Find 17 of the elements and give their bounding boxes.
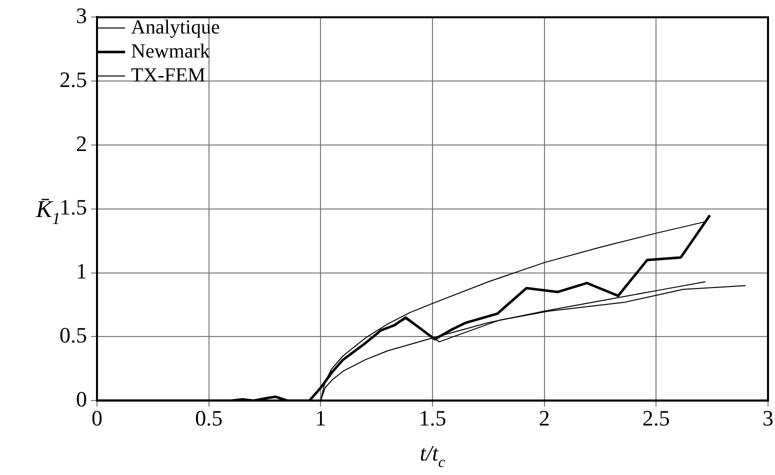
y-tick-label: 2 <box>76 130 87 156</box>
y-tick-label: 2.5 <box>60 66 87 92</box>
x-tick-label: 1.5 <box>418 406 446 431</box>
y-tick-label: 0 <box>76 386 87 412</box>
legend-label: Newmark <box>131 40 210 62</box>
x-tick-label: 0.5 <box>195 406 223 431</box>
legend-label: TX-FEM <box>131 64 206 86</box>
legend-label: Analytique <box>131 16 220 38</box>
y-tick-label: 1.5 <box>60 194 87 220</box>
x-tick-label: 2 <box>538 406 550 431</box>
x-tick-label: 3 <box>762 406 774 431</box>
y-tick-label: 0.5 <box>60 322 87 348</box>
y-tick-label: 1 <box>76 258 87 284</box>
y-tick-label: 3 <box>76 2 87 28</box>
x-tick-label: 2.5 <box>642 406 670 431</box>
x-tick-label: 0 <box>92 406 102 431</box>
x-tick-label: 1 <box>315 406 326 431</box>
